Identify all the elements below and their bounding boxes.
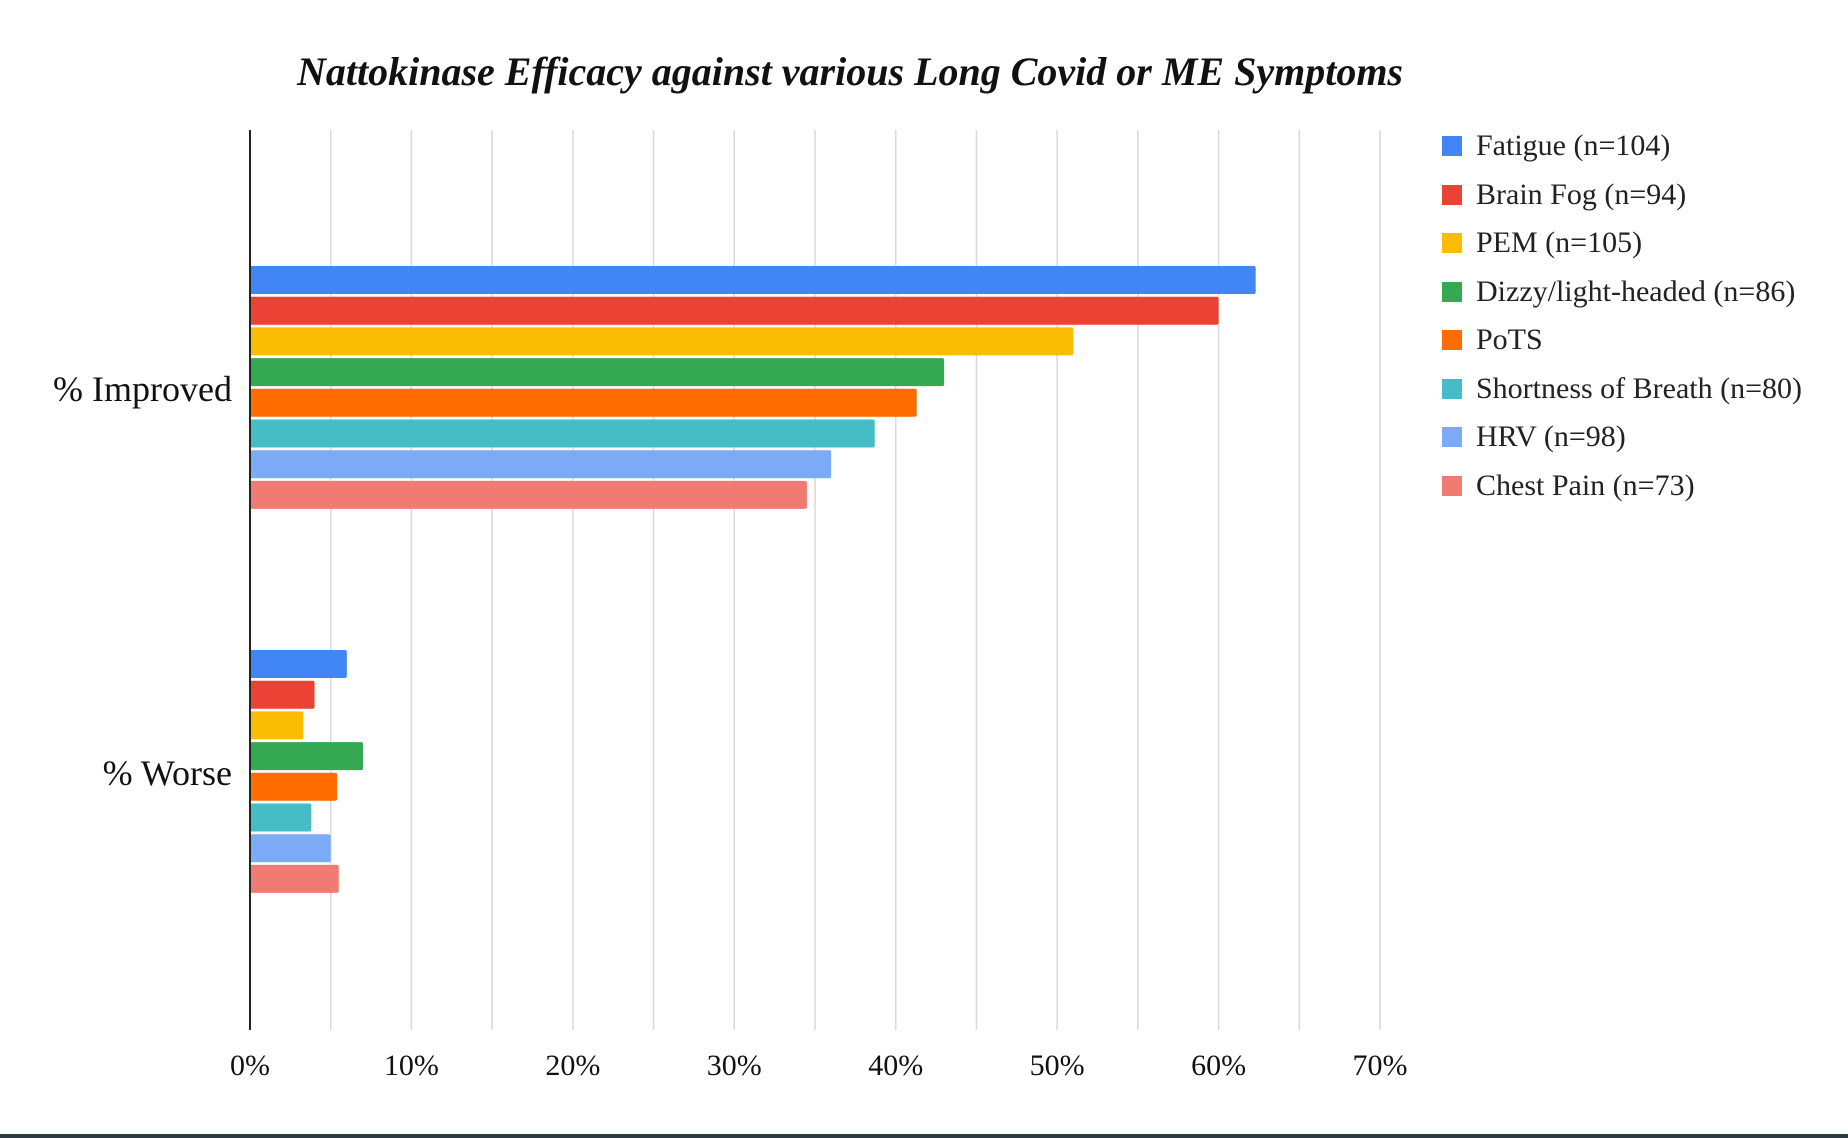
legend-label: Brain Fog (n=94) (1476, 177, 1687, 211)
x-tick-label: 40% (868, 1049, 923, 1082)
x-tick-label: 30% (707, 1049, 762, 1082)
x-tick-labels: 0% 10% 20% 30% 40% 50% 60% 70% (230, 1049, 1408, 1082)
bar-dizzylightheaded-improved (250, 358, 945, 387)
legend-item: PoTS (1442, 316, 1802, 365)
bar-chest-improved (250, 480, 807, 509)
x-tick-label: 10% (384, 1049, 439, 1082)
bar-chest-worse (250, 864, 339, 893)
legend-item: Chest Pain (n=73) (1442, 462, 1802, 511)
legend-label: Dizzy/light-headed (n=86) (1476, 274, 1796, 308)
bar-brain-worse (250, 680, 315, 709)
bar-fatigue-worse (250, 650, 347, 678)
legend-swatch (1442, 281, 1462, 302)
bar-pots-improved (250, 388, 917, 417)
legend-item: Brain Fog (n=94) (1442, 171, 1802, 220)
x-tick-label: 70% (1353, 1049, 1408, 1082)
category-labels: % Improved % Worse (53, 369, 232, 793)
legend-swatch (1442, 427, 1462, 448)
legend-item: HRV (n=98) (1442, 413, 1802, 462)
x-tick-label: 0% (230, 1049, 270, 1082)
legend: Fatigue (n=104) Brain Fog (n=94) PEM (n=10… (1442, 122, 1802, 510)
legend-label: PEM (n=105) (1476, 226, 1643, 260)
bar-brain-improved (250, 296, 1219, 325)
bottom-divider (0, 1134, 1848, 1138)
bar-hrv-worse (250, 834, 331, 863)
legend-label: Fatigue (n=104) (1476, 129, 1671, 163)
bar-shortness-improved (250, 419, 875, 448)
legend-swatch (1442, 378, 1462, 399)
legend-swatch (1442, 184, 1462, 205)
legend-swatch (1442, 233, 1462, 254)
bar-dizzylightheaded-worse (250, 742, 363, 771)
legend-label: PoTS (1476, 323, 1543, 357)
legend-item: Shortness of Breath (n=80) (1442, 365, 1802, 414)
x-tick-label: 50% (1030, 1049, 1085, 1082)
legend-label: HRV (n=98) (1476, 420, 1626, 454)
bar-fatigue-improved (250, 266, 1256, 294)
bar-hrv-improved (250, 450, 832, 479)
bar-pem-worse (250, 711, 304, 740)
grid-lines (329, 130, 1381, 1030)
legend-swatch (1442, 136, 1462, 157)
legend-swatch (1442, 330, 1462, 351)
legend-swatch (1442, 475, 1462, 496)
x-tick-label: 20% (545, 1049, 600, 1082)
legend-item: Dizzy/light-headed (n=86) (1442, 268, 1802, 317)
category-label: % Improved (53, 369, 232, 409)
bar-pem-improved (250, 327, 1074, 356)
legend-label: Shortness of Breath (n=80) (1476, 371, 1803, 405)
legend-item: Fatigue (n=104) (1442, 122, 1802, 171)
legend-label: Chest Pain (n=73) (1476, 468, 1695, 502)
bars (250, 266, 1256, 893)
chart-title: Nattokinase Efficacy against various Lon… (297, 49, 1403, 94)
bar-pots-worse (250, 772, 338, 801)
legend-item: PEM (n=105) (1442, 219, 1802, 268)
category-label: % Worse (103, 753, 232, 793)
bar-shortness-worse (250, 803, 312, 832)
x-tick-label: 60% (1191, 1049, 1246, 1082)
